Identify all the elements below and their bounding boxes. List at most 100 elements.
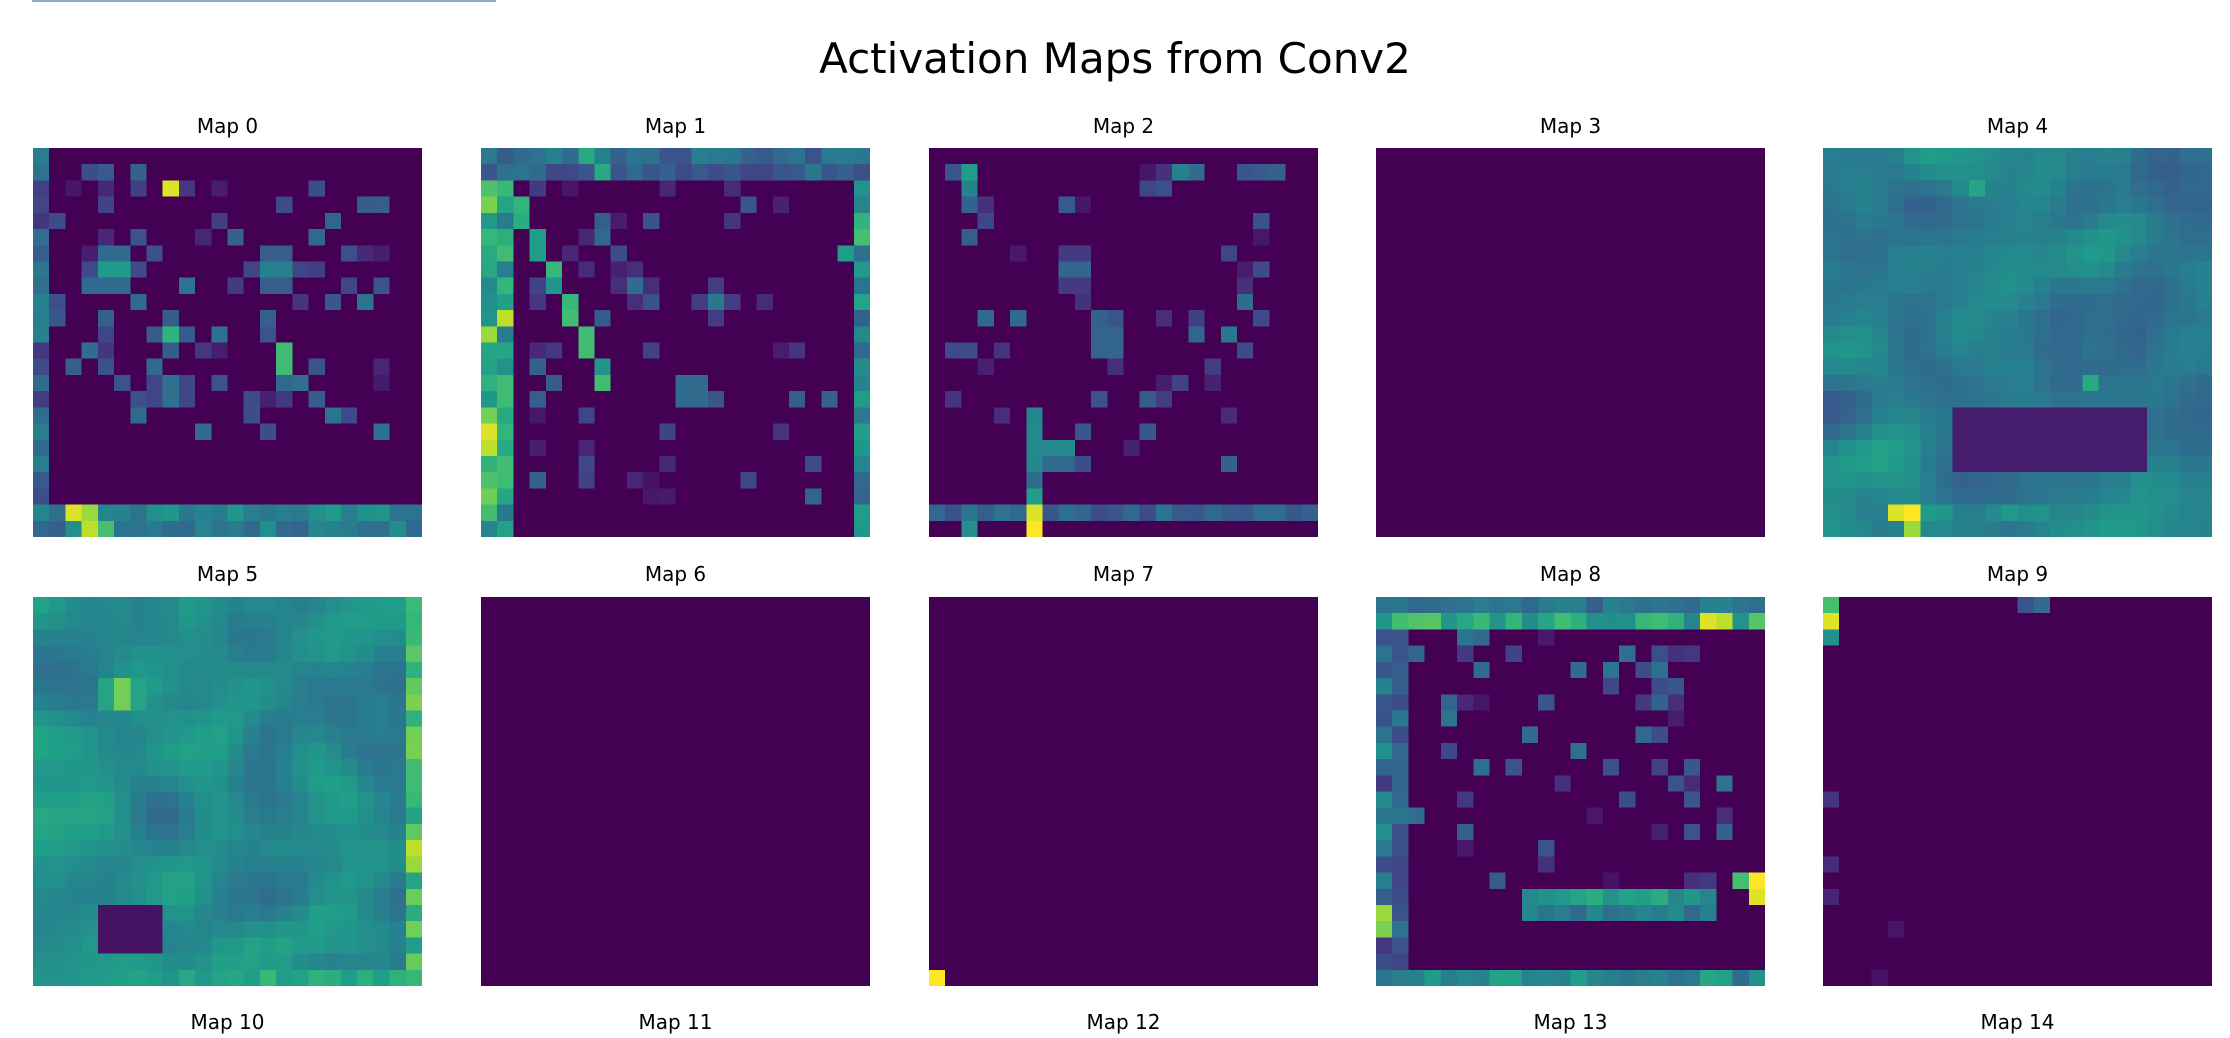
- heatmap-cell: [821, 921, 839, 938]
- heatmap-cell: [162, 904, 180, 922]
- heatmap-cell: [1042, 726, 1060, 744]
- heatmap-cell: [1172, 937, 1189, 955]
- heatmap-cell: [513, 759, 531, 776]
- heatmap-cell: [405, 888, 422, 906]
- heatmap-cell: [961, 277, 979, 295]
- heatmap-cell: [756, 791, 774, 809]
- heatmap-cell: [389, 629, 407, 647]
- heatmap-cell: [837, 439, 855, 457]
- heatmap-cell: [292, 293, 310, 311]
- heatmap-cell: [805, 791, 822, 809]
- heatmap-cell: [2130, 455, 2148, 473]
- heatmap-cell: [357, 472, 374, 489]
- heatmap-cell: [276, 245, 293, 262]
- heatmap-cell: [1236, 791, 1254, 809]
- heatmap-cell: [1683, 245, 1701, 262]
- heatmap-cell: [1392, 629, 1409, 647]
- heatmap-cell: [929, 678, 946, 695]
- heatmap-cell: [162, 407, 180, 425]
- heatmap-cell: [33, 710, 50, 728]
- heatmap-cell: [562, 148, 579, 165]
- heatmap-cell: [1473, 245, 1490, 262]
- heatmap-cell: [195, 856, 212, 874]
- heatmap-cell: [1042, 840, 1060, 857]
- heatmap-cell: [945, 661, 962, 679]
- heatmap-cell: [1058, 277, 1076, 295]
- heatmap-cell: [114, 374, 131, 392]
- heatmap-cell: [1010, 245, 1027, 262]
- heatmap-cell: [243, 742, 261, 760]
- heatmap-cell: [1010, 872, 1027, 890]
- heatmap-cell: [1619, 807, 1636, 825]
- heatmap-cell: [1091, 645, 1108, 663]
- heatmap-cell: [481, 629, 498, 647]
- heatmap-cell: [2114, 277, 2132, 295]
- heatmap-cell: [1570, 196, 1588, 214]
- heatmap-cell: [146, 678, 164, 695]
- heatmap-cell: [659, 391, 676, 408]
- heatmap-cell: [2049, 423, 2067, 441]
- heatmap-cell: [33, 759, 50, 776]
- heatmap-cell: [81, 823, 99, 841]
- heatmap-cell: [49, 661, 66, 679]
- heatmap-cell: [1570, 694, 1588, 711]
- heatmap-cell: [1220, 293, 1238, 311]
- heatmap-cell: [1301, 342, 1318, 360]
- heatmap-cell: [33, 391, 50, 408]
- heatmap-cell: [1586, 148, 1604, 165]
- heatmap-cell: [853, 840, 870, 857]
- heatmap-cell: [81, 661, 99, 679]
- heatmap-cell: [837, 374, 855, 392]
- heatmap-cell: [114, 423, 131, 441]
- heatmap-cell: [1172, 823, 1189, 841]
- heatmap-cell: [837, 164, 855, 181]
- heatmap-cell: [357, 293, 374, 311]
- heatmap-cell: [1602, 212, 1620, 230]
- heatmap-cell: [1172, 520, 1189, 537]
- heatmap-cell: [545, 597, 563, 614]
- heatmap-cell: [1586, 212, 1604, 230]
- heatmap-cell: [1635, 742, 1653, 760]
- heatmap-cell: [837, 229, 855, 246]
- heatmap-cell: [1667, 629, 1685, 647]
- heatmap-cell: [1985, 310, 2002, 327]
- heatmap-cell: [513, 969, 531, 986]
- heatmap-cell: [405, 904, 422, 922]
- heatmap-cell: [1139, 504, 1157, 522]
- heatmap-cell: [1823, 180, 1840, 198]
- heatmap-cell: [162, 455, 180, 473]
- heatmap-cell: [49, 374, 66, 392]
- heatmap-cell: [1172, 196, 1189, 214]
- heatmap-cell: [1440, 742, 1458, 760]
- heatmap-cell: [2033, 423, 2051, 441]
- heatmap-cell: [195, 840, 212, 857]
- heatmap-cell: [1376, 710, 1393, 728]
- heatmap-cell: [481, 455, 498, 473]
- heatmap-cell: [724, 277, 741, 295]
- heatmap-cell: [49, 520, 66, 537]
- heatmap-cell: [65, 823, 83, 841]
- heatmap-cell: [1920, 326, 1937, 343]
- heatmap-cell: [1424, 678, 1442, 695]
- heatmap-cell: [772, 678, 790, 695]
- heatmap-cell: [259, 488, 277, 506]
- heatmap-cell: [1839, 520, 1856, 537]
- heatmap-cell: [724, 229, 741, 246]
- heatmap-cell: [1123, 710, 1141, 728]
- heatmap-cell: [1236, 937, 1254, 955]
- heatmap-cell: [1538, 407, 1555, 425]
- heatmap-cell: [292, 261, 310, 279]
- heatmap-cell: [993, 423, 1011, 441]
- heatmap-cell: [1285, 840, 1303, 857]
- heatmap-cell: [178, 904, 196, 922]
- heatmap-cell: [259, 645, 277, 663]
- heatmap-cell: [691, 342, 709, 360]
- heatmap-cell: [1887, 391, 1905, 408]
- heatmap-cell: [259, 455, 277, 473]
- heatmap-cell: [1139, 629, 1157, 647]
- heatmap-cell: [1010, 310, 1027, 327]
- heatmap-cell: [178, 872, 196, 890]
- heatmap-cell: [146, 439, 164, 457]
- heatmap-cell: [1220, 229, 1238, 246]
- heatmap-cell: [1716, 613, 1734, 630]
